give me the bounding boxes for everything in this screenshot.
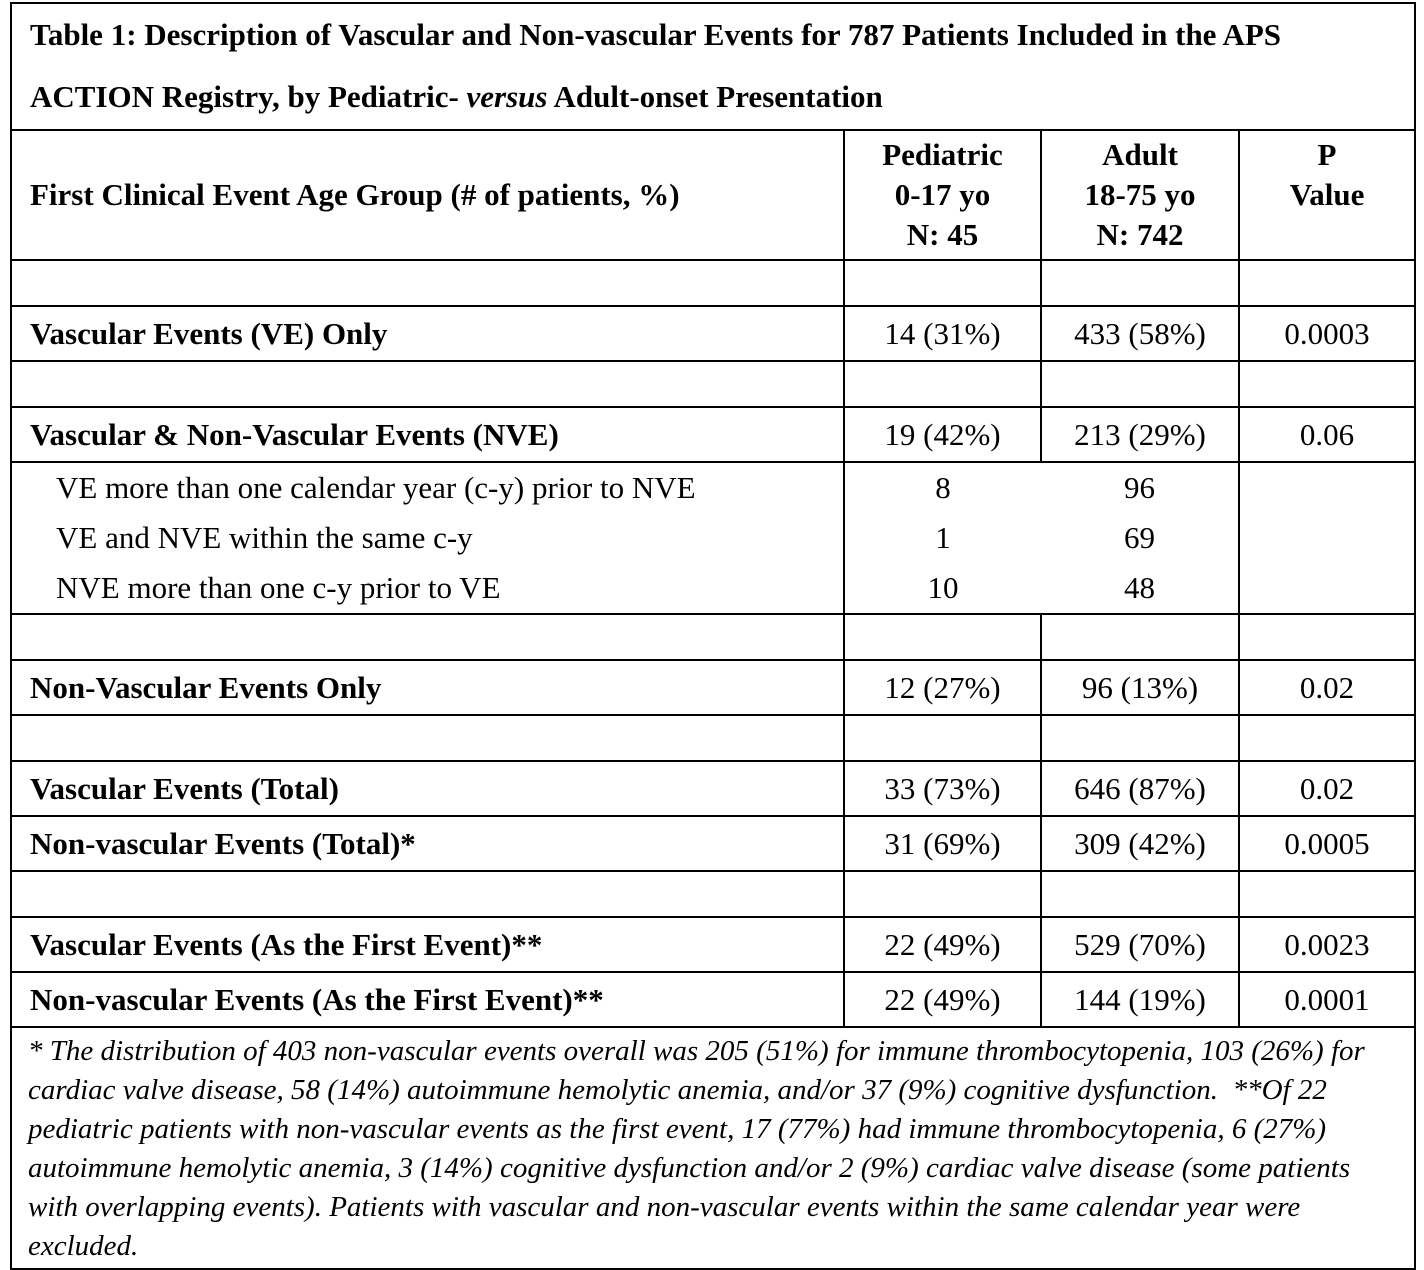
value-cell: 433 (58%) [1040,305,1240,362]
empty-cell [1237,613,1417,661]
header-line: N: 45 [906,217,979,252]
empty-cell [1040,613,1240,661]
table-row: Vascular Events (VE) Only 14 (31%) 433 (58… [10,305,1417,362]
empty-cell [10,714,845,762]
header-line: Adult [1102,137,1178,172]
header-line: Pediatric [882,137,1003,172]
value-cell: 22 (49%) [843,916,1042,973]
table-row: Vascular Events (As the First Event)** 22… [10,916,1417,973]
table-row: Non-vascular Events (As the First Event)… [10,971,1417,1028]
header-line: P [1317,137,1337,172]
header-line: Value [1289,177,1365,212]
value-cell: 0.02 [1237,659,1417,716]
row-label: VE more than one calendar year (c-y) pri… [10,462,845,513]
sub-row: NVE more than one c-y prior to VE 10 48 [10,563,1417,614]
spacer-row [10,360,1417,408]
empty-cell [843,360,1042,408]
table-body: Vascular Events (VE) Only 14 (31%) 433 (58… [10,259,1417,1028]
table-row: Non-Vascular Events Only 12 (27%) 96 (13%)… [10,659,1417,716]
value-cell: 96 [1041,462,1240,513]
value-cell: 0.0001 [1237,971,1417,1028]
value-cell: 0.0023 [1237,916,1417,973]
value-cell: 22 (49%) [843,971,1042,1028]
empty-cell [10,870,845,918]
value-cell: 69 [1041,513,1240,563]
empty-cell [1237,259,1417,307]
header-line: N: 742 [1096,217,1184,252]
table-row: Non-vascular Events (Total)* 31 (69%) 309 … [10,815,1417,872]
value-cell: 19 (42%) [843,406,1042,463]
row-label: Non-Vascular Events Only [10,659,845,716]
table-row: Vascular Events (Total) 33 (73%) 646 (87%)… [10,760,1417,817]
spacer-row [10,714,1417,762]
header-cell: Pediatric 0-17 yo N: 45 [843,129,1042,261]
value-cell: 33 (73%) [843,760,1042,817]
header-cell: Adult 18-75 yo N: 742 [1040,129,1240,261]
value-cell: 144 (19%) [1040,971,1240,1028]
value-cell: 96 (13%) [1040,659,1240,716]
footnote: **Of 22 pediatric patients with non-vasc… [28,1074,1351,1262]
row-label: Vascular & Non-Vascular Events (NVE) [10,406,845,463]
title-italic: versus [466,79,548,114]
value-cell: 0.0005 [1237,815,1417,872]
data-table: Table 1: Description of Vascular and Non… [9,2,1417,1270]
footnote: * The distribution of 403 non-vascular e… [28,1035,1365,1106]
value-cell: 1 [843,513,1041,563]
value-cell: 0.02 [1237,760,1417,817]
header-line: 0-17 yo [894,177,991,212]
footnote-cell: * The distribution of 403 non-vascular e… [9,1026,1417,1270]
row-label: NVE more than one c-y prior to VE [10,563,845,614]
row-label: Vascular Events (As the First Event)** [10,916,845,973]
empty-cell [843,613,1042,661]
table-title: Table 1: Description of Vascular and Non… [9,2,1417,131]
page: Table 1: Description of Vascular and Non… [9,2,1417,1270]
empty-cell [1237,714,1417,762]
empty-cell [843,870,1042,918]
row-label: Non-vascular Events (As the First Event)… [10,971,845,1028]
header-cell: P Value [1237,129,1417,261]
row-label: VE and NVE within the same c-y [10,513,845,563]
value-cell: 31 (69%) [843,815,1042,872]
value-cell: 213 (29%) [1040,406,1240,463]
empty-cell [10,259,845,307]
empty-cell [10,613,845,661]
row-label: Vascular Events (VE) Only [10,305,845,362]
spacer-row [10,870,1417,918]
header-cell: First Clinical Event Age Group (# of pat… [10,129,845,261]
value-cell: 8 [843,462,1041,513]
row-label: Vascular Events (Total) [10,760,845,817]
value-cell: 14 (31%) [843,305,1042,362]
empty-cell [843,259,1042,307]
header-line: 18-75 yo [1084,177,1196,212]
value-cell: 529 (70%) [1040,916,1240,973]
empty-cell [1040,360,1240,408]
value-cell [1237,462,1417,513]
value-cell: 646 (87%) [1040,760,1240,817]
sub-row: VE and NVE within the same c-y 1 69 [10,513,1417,563]
table-row: Vascular & Non-Vascular Events (NVE) 19 (… [10,406,1417,463]
empty-cell [843,714,1042,762]
value-cell: 12 (27%) [843,659,1042,716]
value-cell: 0.0003 [1237,305,1417,362]
row-label: Non-vascular Events (Total)* [10,815,845,872]
value-cell [1237,563,1417,614]
empty-cell [1237,360,1417,408]
value-cell [1237,513,1417,563]
empty-cell [1040,259,1240,307]
empty-cell [1237,870,1417,918]
title-text: Table 1: Description of Vascular and Non… [30,17,1282,114]
spacer-row [10,613,1417,661]
value-cell: 48 [1041,563,1240,614]
value-cell: 0.06 [1237,406,1417,463]
sub-row: VE more than one calendar year (c-y) pri… [10,462,1417,513]
value-cell: 309 (42%) [1040,815,1240,872]
title-text: Adult-onset Presentation [553,79,883,114]
value-cell: 10 [843,563,1041,614]
spacer-row [10,259,1417,307]
empty-cell [1040,714,1240,762]
empty-cell [10,360,845,408]
empty-cell [1040,870,1240,918]
